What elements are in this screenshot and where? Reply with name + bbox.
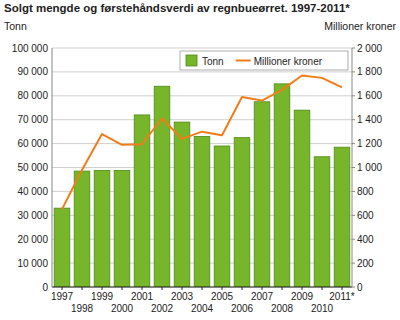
y2-tick-label: 2 000 xyxy=(357,43,382,54)
x-tick xyxy=(322,287,323,290)
legend-label: Millioner kroner xyxy=(254,56,323,67)
x-tick xyxy=(82,287,83,290)
bar xyxy=(234,138,250,287)
y-axis xyxy=(52,48,53,287)
y2-tick-label: 0 xyxy=(357,282,363,293)
y-tick-label: 50 000 xyxy=(17,162,48,173)
legend-label: Tonn xyxy=(202,56,224,67)
y2-axis-label: Millioner kroner xyxy=(324,20,396,32)
x-tick xyxy=(122,287,123,290)
y2-tick-label: 600 xyxy=(357,210,374,221)
y-tick-label: 90 000 xyxy=(17,66,48,77)
y-tick-label: 80 000 xyxy=(17,90,48,101)
x-tick xyxy=(102,287,103,290)
x-tick xyxy=(262,287,263,290)
y-tick-label: 100 000 xyxy=(12,43,49,54)
x-tick-label: 2004 xyxy=(191,303,214,314)
bar xyxy=(194,136,210,287)
bar xyxy=(74,171,90,287)
x-tick xyxy=(62,287,63,290)
legend-swatch xyxy=(186,55,197,66)
grid-line xyxy=(52,95,352,96)
y-tick-label: 0 xyxy=(42,282,48,293)
x-tick-label: 2003 xyxy=(171,291,194,302)
legend-swatch xyxy=(236,60,251,62)
y-tick-label: 70 000 xyxy=(17,114,48,125)
bar xyxy=(114,170,130,287)
bar xyxy=(174,122,190,287)
title: Solgt mengde og førstehåndsverdi av regn… xyxy=(4,2,350,14)
y-tick-label: 30 000 xyxy=(17,210,48,221)
y2-tick-label: 400 xyxy=(357,234,374,245)
y2-tick-label: 1 200 xyxy=(357,138,382,149)
x-tick xyxy=(342,287,343,290)
legend-box xyxy=(180,51,348,70)
bar xyxy=(134,115,150,287)
x-tick xyxy=(142,287,143,290)
x-tick-label: 2000 xyxy=(111,303,134,314)
x-tick xyxy=(202,287,203,290)
x-tick-label: 2008 xyxy=(271,303,294,314)
y-tick-label: 60 000 xyxy=(17,138,48,149)
x-tick-label: 2010 xyxy=(311,303,334,314)
bar xyxy=(274,84,290,287)
x-tick xyxy=(282,287,283,290)
bar xyxy=(214,146,230,287)
y2-tick-label: 1 000 xyxy=(357,162,382,173)
x-tick-label: 2005 xyxy=(211,291,234,302)
y2-tick-label: 800 xyxy=(357,186,374,197)
x-tick-label: 2011* xyxy=(329,291,355,302)
grid-line xyxy=(52,71,352,72)
x-tick xyxy=(242,287,243,290)
bar xyxy=(294,110,310,287)
bar xyxy=(154,86,170,287)
bar xyxy=(254,102,270,287)
x-tick-label: 2009 xyxy=(291,291,314,302)
x-tick-label: 1998 xyxy=(71,303,94,314)
x-tick-label: 1999 xyxy=(91,291,114,302)
bar xyxy=(314,157,330,287)
legend: Tonn Millioner kroner xyxy=(180,51,348,70)
chart: Solgt mengde og førstehåndsverdi av regn… xyxy=(0,0,400,320)
y-tick-label: 10 000 xyxy=(17,258,48,269)
x-tick xyxy=(302,287,303,290)
y2-axis xyxy=(352,48,353,287)
y2-tick-label: 1 400 xyxy=(357,114,382,125)
y2-tick-label: 1 600 xyxy=(357,90,382,101)
bar xyxy=(54,208,70,287)
y2-tick-label: 1 800 xyxy=(357,66,382,77)
x-tick-label: 2002 xyxy=(151,303,174,314)
x-tick-label: 1997 xyxy=(51,291,74,302)
plot-area xyxy=(54,75,350,287)
x-tick-label: 2001 xyxy=(131,291,154,302)
y-axis-label: Tonn xyxy=(4,20,27,32)
x-tick xyxy=(222,287,223,290)
y2-tick-label: 200 xyxy=(357,258,374,269)
line xyxy=(62,75,342,209)
x-tick xyxy=(182,287,183,290)
bar xyxy=(94,170,110,287)
bar xyxy=(334,147,350,287)
x-tick-label: 2006 xyxy=(231,303,254,314)
x-tick-label: 2007 xyxy=(251,291,274,302)
x-tick xyxy=(162,287,163,290)
y-tick-label: 40 000 xyxy=(17,186,48,197)
y-tick-label: 20 000 xyxy=(17,234,48,245)
grid-line xyxy=(52,48,352,49)
